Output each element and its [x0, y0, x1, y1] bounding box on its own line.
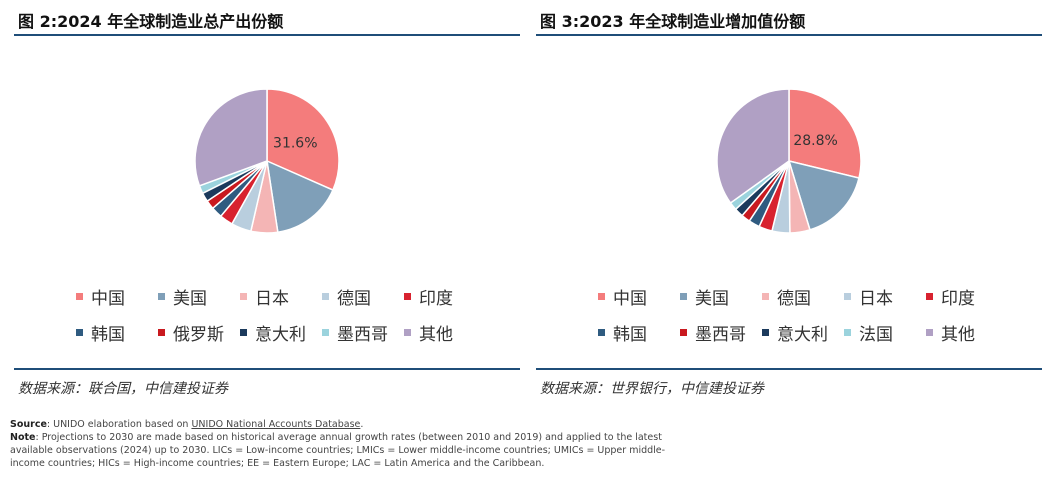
legend-item: 墨西哥	[322, 320, 404, 345]
legend-swatch	[240, 328, 247, 336]
legend-swatch	[158, 292, 165, 300]
legend-item: 墨西哥	[680, 320, 762, 345]
source-text: : UNIDO elaboration based on	[46, 419, 192, 430]
legend-item: 韩国	[76, 320, 158, 345]
legend-item: 其他	[404, 320, 486, 345]
bottom-rule	[536, 368, 1042, 370]
legend: 中国 美国 德国 日本 印度韩国 墨西哥 意大利 法国 其他	[598, 278, 1038, 350]
legend-label: 意大利	[255, 324, 306, 345]
title-rule	[536, 34, 1042, 36]
legend-label: 墨西哥	[695, 324, 746, 345]
legend-item: 中国	[598, 284, 680, 309]
legend-swatch	[680, 328, 687, 336]
pie-slice-0	[266, 88, 340, 191]
legend-swatch	[404, 328, 411, 336]
legend-label: 日本	[859, 288, 893, 309]
legend-swatch	[76, 328, 83, 336]
slice-data-label: 31.6%	[273, 136, 317, 152]
legend-item: 俄罗斯	[158, 320, 240, 345]
legend-item: 日本	[844, 284, 926, 309]
data-source-right: 数据来源：世界银行，中信建投证券	[540, 381, 764, 397]
legend-label: 韩国	[91, 324, 125, 345]
pie-slice-1	[787, 159, 860, 231]
legend-swatch	[598, 292, 605, 300]
pie-chart-value-added-share: 28.8%	[716, 88, 862, 234]
legend-item: 韩国	[598, 320, 680, 345]
pie-slice-1	[266, 159, 334, 234]
note-label: Note	[10, 432, 36, 443]
legend-item: 美国	[680, 284, 762, 309]
legend-item: 德国	[322, 284, 404, 309]
legend-swatch	[680, 292, 687, 300]
legend-swatch	[844, 328, 851, 336]
legend-label: 日本	[255, 288, 289, 309]
pie-slice-0	[788, 88, 862, 179]
legend-swatch	[926, 292, 933, 300]
chart-panel-value-added-share: 图 3:2023 年全球制造业增加值份额 28.8% 中国 美国 德国 日本 印度韩国 墨…	[536, 0, 1042, 372]
chart-title: 图 2:2024 年全球制造业总产出份额	[18, 12, 284, 31]
legend-item: 德国	[762, 284, 844, 309]
source-link[interactable]: UNIDO National Accounts Database	[191, 419, 361, 430]
legend-label: 韩国	[613, 324, 647, 345]
legend-swatch	[844, 292, 851, 300]
legend-item: 中国	[76, 284, 158, 309]
legend-swatch	[926, 328, 933, 336]
footnote: Source: UNIDO elaboration based on UNIDO…	[10, 418, 670, 470]
legend-swatch	[76, 292, 83, 300]
legend-label: 法国	[859, 324, 893, 345]
legend-label: 墨西哥	[337, 324, 388, 345]
bottom-rule	[14, 368, 520, 370]
legend-label: 德国	[337, 288, 371, 309]
legend-label: 中国	[613, 288, 647, 309]
legend-swatch	[598, 328, 605, 336]
legend: 中国 美国 日本 德国 印度韩国 俄罗斯 意大利 墨西哥 其他	[76, 278, 516, 350]
pie-slice-9	[194, 88, 268, 187]
pie-chart-output-share: 31.6%	[194, 88, 340, 234]
legend-label: 德国	[777, 288, 811, 309]
slice-data-label: 28.8%	[793, 133, 837, 149]
source-text-end: .	[360, 419, 364, 430]
legend-swatch	[322, 292, 329, 300]
legend-swatch	[762, 328, 769, 336]
legend-item: 日本	[240, 284, 322, 309]
legend-label: 印度	[419, 288, 453, 309]
legend-swatch	[240, 292, 247, 300]
data-source-left: 数据来源：联合国，中信建投证券	[18, 381, 228, 397]
legend-label: 其他	[941, 324, 975, 345]
chart-title: 图 3:2023 年全球制造业增加值份额	[540, 12, 806, 31]
legend-swatch	[762, 292, 769, 300]
legend-swatch	[322, 328, 329, 336]
legend-swatch	[158, 328, 165, 336]
legend-item: 法国	[844, 320, 926, 345]
legend-item: 意大利	[240, 320, 322, 345]
legend-item: 美国	[158, 284, 240, 309]
legend-swatch	[404, 292, 411, 300]
note-text: : Projections to 2030 are made based on …	[10, 432, 666, 469]
legend-row: 韩国 俄罗斯 意大利 墨西哥 其他	[76, 314, 516, 350]
legend-label: 美国	[695, 288, 729, 309]
source-line: Source: UNIDO elaboration based on UNIDO…	[10, 418, 670, 431]
chart-panel-output-share: 图 2:2024 年全球制造业总产出份额 31.6% 中国 美国 日本 德国 印度韩国 俄…	[14, 0, 520, 372]
note-line: Note: Projections to 2030 are made based…	[10, 431, 670, 470]
legend-row: 中国 美国 德国 日本 印度	[598, 278, 1038, 314]
legend-row: 韩国 墨西哥 意大利 法国 其他	[598, 314, 1038, 350]
legend-label: 中国	[91, 288, 125, 309]
legend-row: 中国 美国 日本 德国 印度	[76, 278, 516, 314]
legend-label: 俄罗斯	[173, 324, 224, 345]
legend-item: 印度	[404, 284, 486, 309]
legend-label: 印度	[941, 288, 975, 309]
source-label: Source	[10, 419, 47, 430]
pie-slice-9	[716, 88, 790, 204]
title-rule	[14, 34, 520, 36]
legend-item: 其他	[926, 320, 1008, 345]
legend-item: 意大利	[762, 320, 844, 345]
legend-label: 意大利	[777, 324, 828, 345]
legend-label: 美国	[173, 288, 207, 309]
legend-item: 印度	[926, 284, 1008, 309]
legend-label: 其他	[419, 324, 453, 345]
